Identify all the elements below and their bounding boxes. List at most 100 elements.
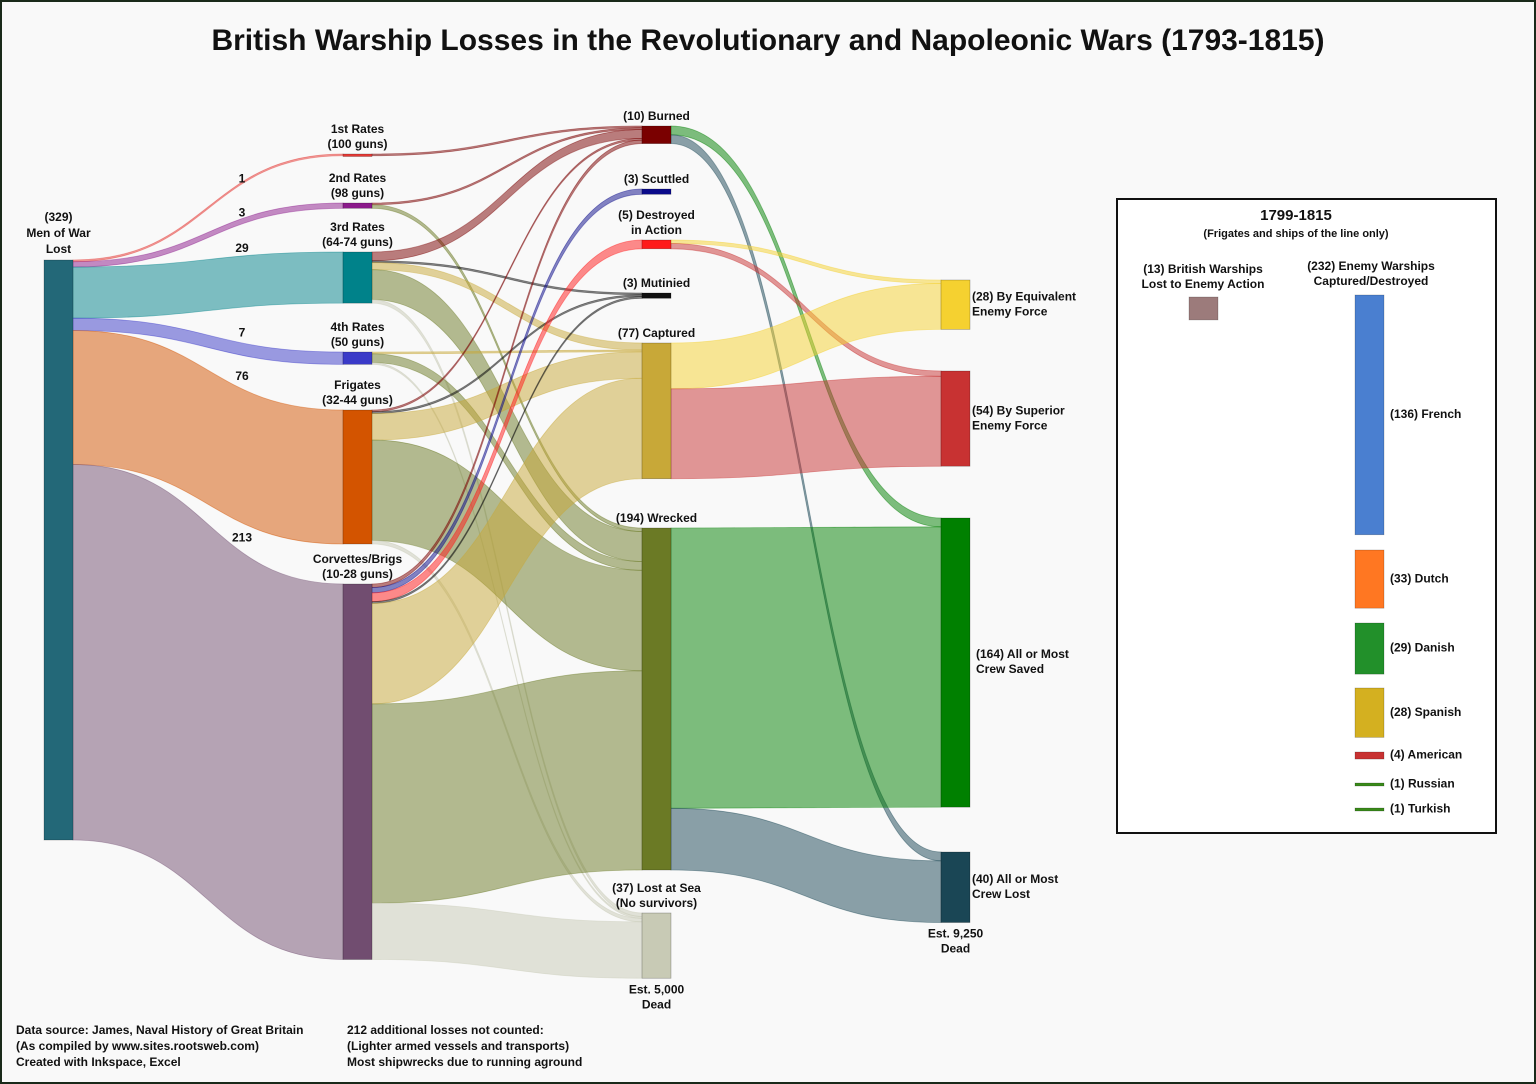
flow (371, 188, 643, 594)
inset-bar (1354, 687, 1385, 738)
node-label: (10) Burned (623, 109, 690, 123)
node-note: Dead (642, 997, 671, 1011)
inset-bar-label: (1) Russian (1390, 777, 1455, 791)
node-label: (37) Lost at Sea (612, 881, 701, 895)
node-label: (329) (44, 210, 72, 224)
footnote: Created with Inkspace, Excel (16, 1055, 181, 1069)
node-label: Crew Lost (972, 887, 1030, 901)
node (940, 851, 971, 923)
node-label: (77) Captured (618, 326, 695, 340)
inset-bar-label: (29) Danish (1390, 641, 1455, 655)
node (641, 912, 672, 979)
inset-group-label: (13) British Warships (1143, 262, 1263, 276)
inset-subtitle: (Frigates and ships of the line only) (1203, 228, 1389, 240)
node-label: (5) Destroyed (618, 208, 695, 222)
flow-label: 29 (235, 241, 249, 255)
flow-label: 213 (232, 531, 252, 545)
footnotes: Data source: James, Naval History of Gre… (16, 1023, 582, 1069)
node-label: (No survivors) (616, 896, 697, 910)
inset-bar (1354, 782, 1385, 787)
links (72, 125, 942, 979)
node (641, 125, 672, 144)
inset-bar (1354, 549, 1385, 609)
flow (371, 296, 643, 604)
node (641, 188, 672, 195)
node (342, 202, 373, 209)
flow (670, 375, 942, 480)
flow (670, 807, 942, 923)
flow-label: 76 (235, 369, 249, 383)
flow-label: 3 (239, 206, 246, 220)
flow (72, 464, 344, 960)
inset-bar (1354, 807, 1385, 812)
flow (371, 902, 643, 979)
node-label: Enemy Force (972, 418, 1048, 432)
node-label: (50 guns) (331, 335, 384, 349)
footnote: (As compiled by www.sites.rootsweb.com) (16, 1039, 259, 1053)
node-label: (40) All or Most (972, 872, 1058, 886)
node-note: Est. 5,000 (629, 982, 685, 996)
node (342, 583, 373, 960)
flow (670, 526, 942, 809)
node-label: (164) All or Most (976, 647, 1069, 661)
inset-group-label: (232) Enemy Warships (1307, 259, 1435, 273)
inset-group-label: Captured/Destroyed (1314, 274, 1429, 288)
node (342, 153, 373, 157)
inset-bar (1354, 622, 1385, 675)
node (342, 409, 373, 545)
inset-title: 1799-1815 (1260, 207, 1332, 224)
flow (371, 377, 643, 705)
inset-bar (1188, 296, 1219, 321)
node-label: (3) Mutinied (623, 276, 690, 290)
node (342, 251, 373, 304)
node-label: Men of War (26, 226, 91, 240)
node-label: (100 guns) (327, 137, 387, 151)
flow (371, 239, 643, 603)
flow (371, 670, 643, 904)
node (940, 370, 971, 467)
inset-bar-label: (136) French (1390, 407, 1461, 421)
node-label: Corvettes/Brigs (313, 552, 403, 566)
node-label: in Action (631, 223, 682, 237)
flow (670, 283, 942, 390)
inset-bar-label: (1) Turkish (1390, 802, 1450, 816)
flow (72, 251, 344, 319)
footnote: Most shipwrecks due to running aground (347, 1055, 582, 1069)
flow-label: 1 (239, 172, 246, 186)
nodes (43, 125, 971, 979)
flow (72, 202, 344, 268)
node (940, 517, 971, 808)
node-label: 2nd Rates (329, 171, 387, 185)
node-label: Enemy Force (972, 304, 1048, 318)
inset-box (1116, 198, 1497, 834)
inset-bar-label: (28) Spanish (1390, 705, 1461, 719)
inset-bar-label: (4) American (1390, 748, 1462, 762)
footnote: 212 additional losses not counted: (347, 1023, 544, 1037)
chart-title: British Warship Losses in the Revolution… (211, 24, 1324, 57)
flow-label: 7 (239, 326, 246, 340)
node (641, 527, 672, 871)
node (641, 292, 672, 299)
node-label: (54) By Superior (972, 403, 1065, 417)
inset-bar (1354, 294, 1385, 536)
inset-bar-label: (33) Dutch (1390, 571, 1449, 585)
node-label: Crew Saved (976, 662, 1044, 676)
node-note: Dead (941, 942, 970, 956)
node-label: 4th Rates (330, 320, 384, 334)
node-label: (64-74 guns) (322, 235, 393, 249)
node (641, 342, 672, 480)
footnote: (Lighter armed vessels and transports) (347, 1039, 569, 1053)
node (43, 259, 74, 841)
footnote: Data source: James, Naval History of Gre… (16, 1023, 303, 1037)
node-label: (10-28 guns) (322, 567, 393, 581)
inset-bar (1354, 751, 1385, 760)
node-label: 1st Rates (331, 122, 385, 136)
node-label: (194) Wrecked (616, 511, 697, 525)
node (641, 239, 672, 250)
flow (72, 330, 344, 545)
node-note: Est. 9,250 (928, 927, 984, 941)
node-label: Frigates (334, 378, 381, 392)
node-label: Lost (46, 242, 71, 256)
